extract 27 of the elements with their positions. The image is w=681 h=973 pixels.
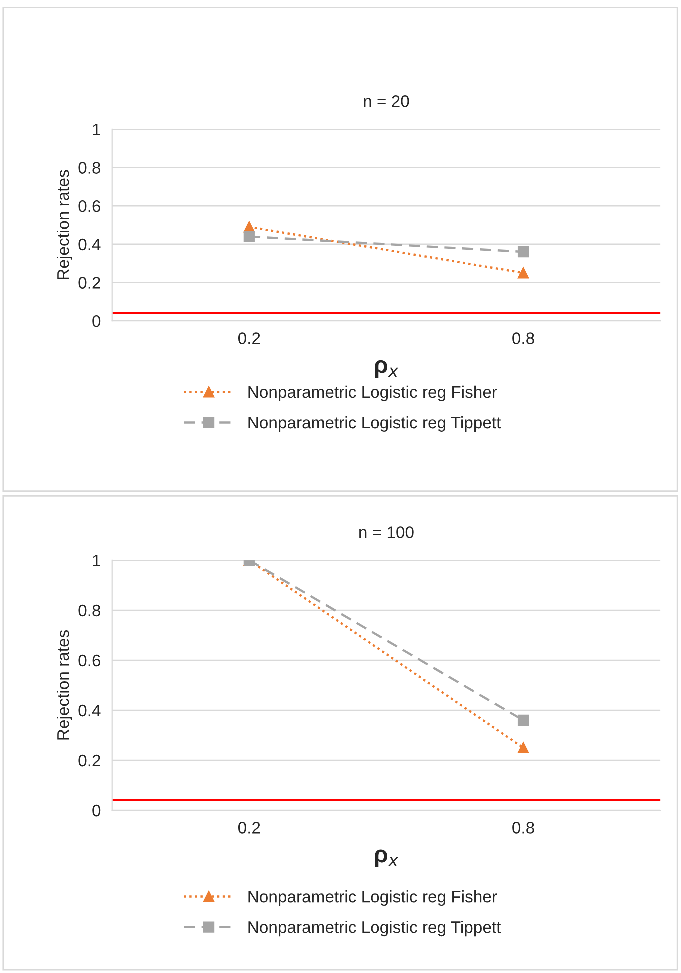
- y-tick-label: 0: [92, 804, 101, 817]
- y-tick-label: 0.4: [78, 704, 101, 717]
- legend-label: Nonparametric Logistic reg Tippett: [248, 416, 502, 432]
- point: [518, 714, 530, 726]
- chart-title: n = 100: [360, 526, 414, 538]
- chart-title: n = 20: [364, 96, 410, 108]
- x-axis-title: ρ$_{x}$: [375, 360, 399, 378]
- y-axis-title: Rejection rates: [56, 630, 73, 740]
- point: [518, 246, 530, 258]
- y-tick-label: 0.2: [78, 277, 100, 289]
- y-tick-label: 0: [92, 315, 101, 328]
- y-tick-label: 1: [93, 124, 100, 136]
- y-tick-label: 0.4: [78, 238, 101, 251]
- point: [244, 231, 255, 242]
- legend-label: Nonparametric Logistic reg Fisher: [248, 386, 498, 402]
- y-tick-label: 0.6: [78, 654, 101, 667]
- y-tick-label: 0.6: [78, 200, 101, 212]
- x-axis-title: ρ$_{x}$: [375, 850, 399, 868]
- y-tick-label: 0.8: [78, 162, 101, 174]
- y-axis-title: Rejection rates: [56, 170, 73, 280]
- point: [518, 742, 530, 754]
- point: [518, 268, 530, 279]
- y-tick-label: 1: [93, 555, 100, 566]
- y-tick-label: 0.2: [78, 754, 100, 767]
- y-tick-label: 0.8: [78, 604, 101, 617]
- legend-label: Nonparametric Logistic reg Tippett: [248, 921, 502, 937]
- legend-label: Nonparametric Logistic reg Fisher: [248, 890, 498, 906]
